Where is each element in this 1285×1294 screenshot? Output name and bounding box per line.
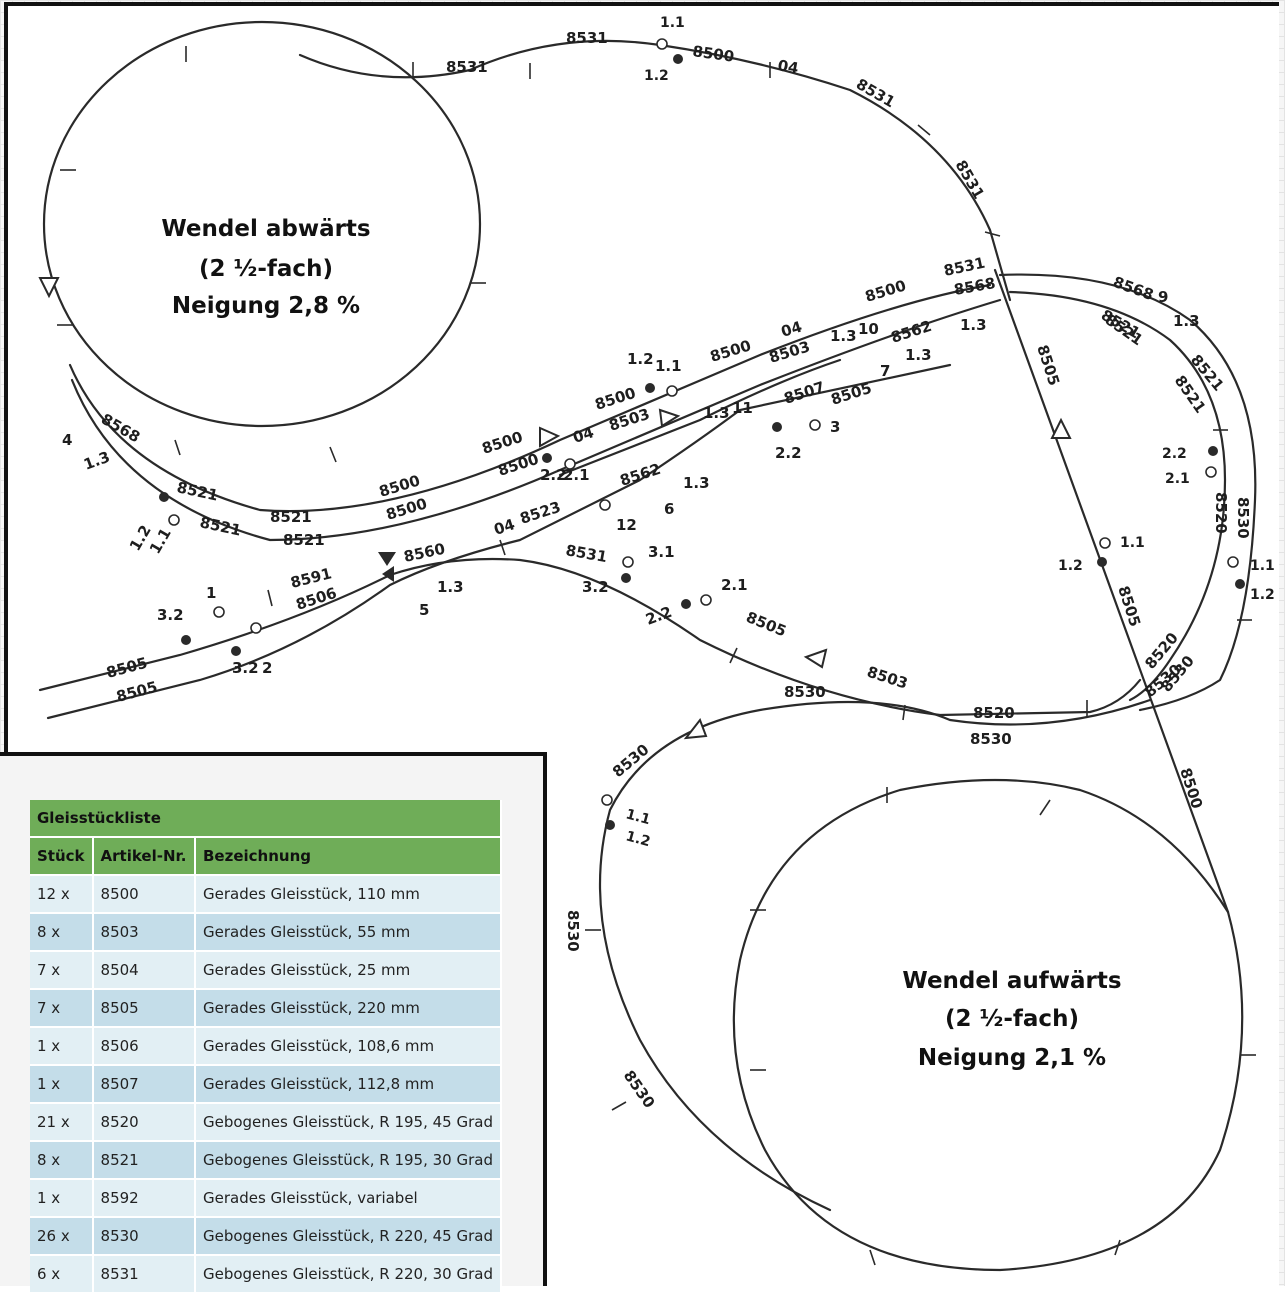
direction-arrows — [38, 277, 1072, 740]
track-label: 1.3 — [830, 327, 857, 345]
spiral-down-track — [42, 20, 482, 428]
lower-track-a — [38, 557, 1142, 717]
track-label: 04 — [779, 318, 804, 341]
track-label: 1.3 — [683, 474, 710, 492]
spiral-down-slope: Neigung 2,8 % — [172, 293, 360, 319]
table-row: 12 x 8500 Gerades Gleisstück, 110 mm — [30, 875, 503, 914]
table-row: 7 x 8504 Gerades Gleisstück, 25 mm — [30, 951, 503, 990]
inner-track-b — [70, 298, 1002, 542]
spiral-down-title: Wendel abwärts — [161, 216, 370, 242]
track-label: 1.3 — [1173, 312, 1200, 330]
track-label: 3.2 — [232, 659, 259, 677]
parts-list-title: Gleisstückliste — [30, 800, 502, 838]
lower-track-b — [46, 363, 952, 720]
table-row: 6 x 8531 Gebogenes Gleisstück, R 220, 30 G… — [30, 1255, 503, 1294]
track-label: 1.1 — [624, 806, 652, 828]
track-label: 9 — [1158, 288, 1168, 306]
track-label: 1 — [206, 584, 216, 602]
track-label: 1.1 — [1120, 535, 1145, 551]
track-label: 4 — [62, 431, 72, 449]
track-label: 6 — [664, 500, 674, 518]
track-label: 8520 — [973, 704, 1015, 722]
track-label: 5 — [419, 601, 429, 619]
track-label: 3.2 — [157, 606, 184, 624]
track-label: 8531 — [446, 58, 488, 76]
table-row: 1 x 8507 Gerades Gleisstück, 112,8 mm — [30, 1065, 503, 1104]
table-row: 26 x 8530 Gebogenes Gleisstück, R 220, 45 … — [30, 1217, 503, 1256]
track-label: 04 — [776, 56, 800, 77]
track-label: 3.1 — [648, 543, 675, 561]
main-diagonal — [993, 268, 1230, 914]
track-label: 8531 — [566, 29, 608, 47]
track-label: 2.2 — [775, 444, 802, 462]
table-row: 8 x 8503 Gerades Gleisstück, 55 mm — [30, 913, 503, 952]
track-label: 1.1 — [1250, 558, 1275, 574]
parts-list-table: Gleisstückliste Stück Artikel-Nr. Bezeic… — [30, 800, 503, 1294]
track-label: 7 — [880, 362, 890, 380]
table-row: 21 x 8520 Gebogenes Gleisstück, R 195, 45 … — [30, 1103, 503, 1142]
track-label: 8500 — [691, 42, 735, 66]
track-label: 8530 — [784, 683, 826, 701]
right-loop-inner — [1008, 290, 1227, 702]
track-label: 04 — [571, 423, 596, 447]
track-label: 2.1 — [563, 466, 590, 484]
track-label: 2.1 — [721, 576, 748, 594]
track-label: 8530 — [1234, 497, 1252, 539]
track-label: 8521 — [283, 531, 325, 549]
track-label: 3 — [830, 418, 840, 436]
table-row: 8 x 8521 Gebogenes Gleisstück, R 195, 30 G… — [30, 1141, 503, 1180]
track-label: 1.3 — [905, 346, 932, 364]
track-label: 1.3 — [703, 404, 730, 422]
contact-markers — [168, 38, 1239, 806]
spiral-up-slope: Neigung 2,1 % — [918, 1045, 1106, 1071]
track-label: 1.2 — [624, 828, 652, 850]
track-label: 2 — [262, 659, 272, 677]
track-label: 1.2 — [1250, 587, 1275, 603]
spiral-up-factor: (2 ½-fach) — [945, 1006, 1079, 1032]
column-header-count: Stück — [30, 837, 94, 876]
spiral-down-factor: (2 ½-fach) — [199, 256, 333, 282]
frame-border — [4, 2, 1279, 752]
track-label: 8530 — [970, 730, 1012, 748]
track-label: 10 — [858, 320, 879, 338]
right-loop-outer — [998, 273, 1257, 712]
track-label: 1.3 — [960, 316, 987, 334]
track-label: 2.1 — [1165, 471, 1190, 487]
outer-up-track — [598, 698, 1152, 1212]
track-label: 3.2 — [582, 578, 609, 596]
track-label: 8521 — [270, 508, 312, 526]
table-row: 1 x 8506 Gerades Gleisstück, 108,6 mm — [30, 1027, 503, 1066]
siding-track — [558, 358, 842, 477]
track-label: 1.2 — [1058, 558, 1083, 574]
spiral-up-track — [732, 778, 1244, 1272]
track-label: 1.1 — [655, 357, 682, 375]
track-label: 1.3 — [437, 578, 464, 596]
spiral-up-title: Wendel aufwärts — [902, 968, 1121, 994]
track-label: 1.2 — [644, 68, 669, 84]
track-label: 11 — [732, 399, 753, 417]
track-label: 2.2 — [540, 466, 567, 484]
track-label: 12 — [616, 516, 637, 534]
table-row: 1 x 8592 Gerades Gleisstück, variabel — [30, 1179, 503, 1218]
track-label: 2.2 — [1162, 446, 1187, 462]
column-header-article: Artikel-Nr. — [92, 837, 196, 876]
track-label: 8520 — [1212, 492, 1230, 534]
inner-track-a — [68, 283, 992, 513]
track-label: 1.1 — [660, 15, 685, 31]
signal-markers — [159, 54, 1245, 830]
track-label: 8530 — [564, 910, 582, 952]
track-label: 04 — [492, 515, 517, 539]
table-row: 7 x 8505 Gerades Gleisstück, 220 mm — [30, 989, 503, 1028]
track-joints — [57, 46, 1256, 1266]
track-label: 1.2 — [627, 350, 654, 368]
spiral-up — [598, 698, 1244, 1272]
column-header-description: Bezeichnung — [194, 837, 503, 876]
